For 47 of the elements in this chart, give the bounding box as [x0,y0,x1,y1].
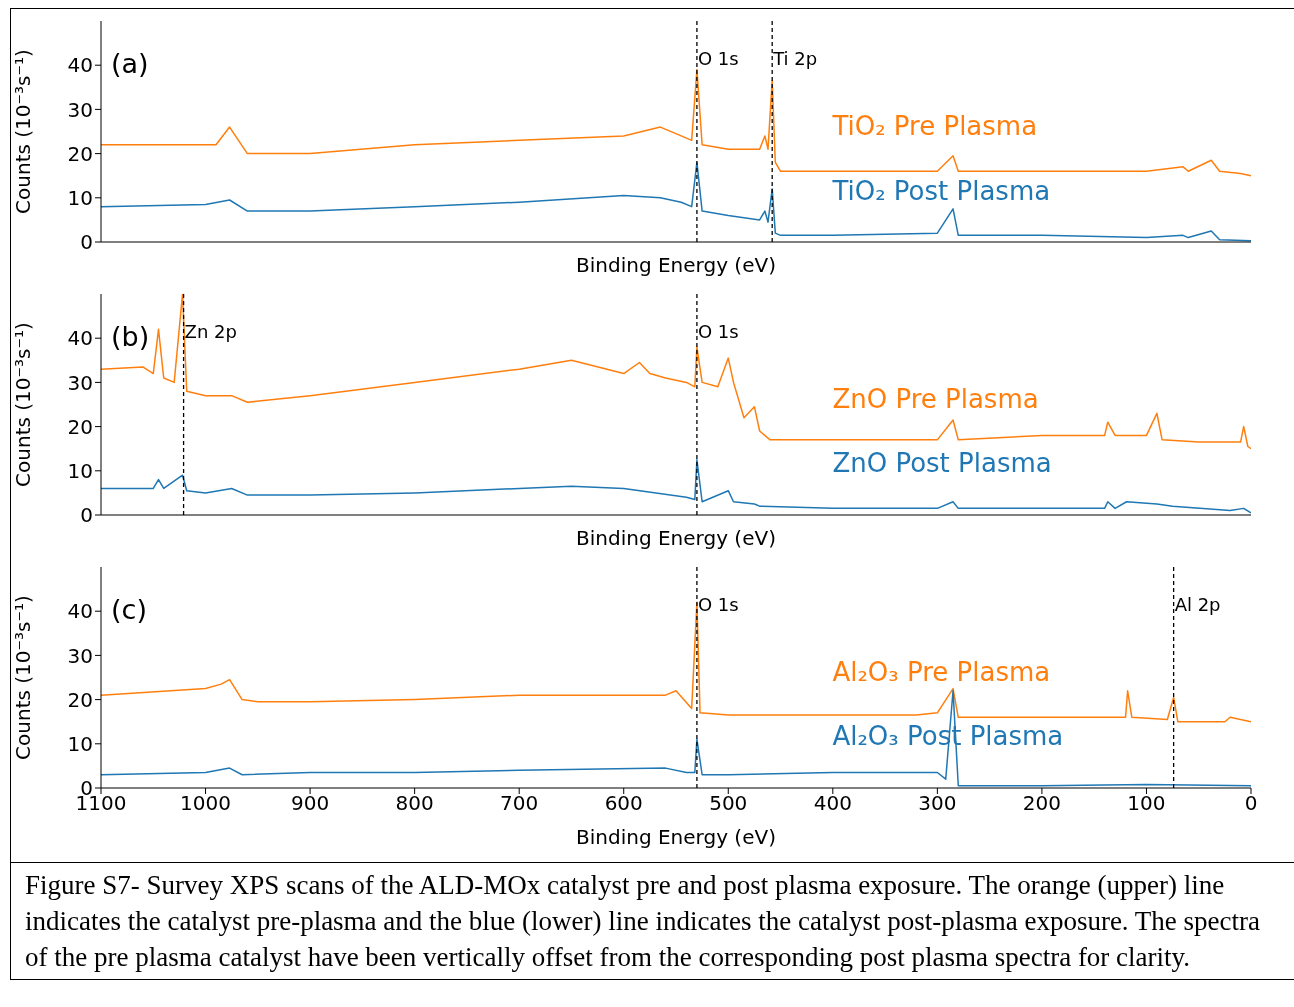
x-tick-label: 600 [604,791,643,816]
series-label: Al₂O₃ Pre Plasma [832,656,1051,690]
x-tick-label: 200 [1022,791,1061,816]
y-tick-label: 10 [67,458,93,483]
y-axis-title: Counts (10⁻³s⁻¹) [11,49,36,214]
y-axis-title: Counts (10⁻³s⁻¹) [11,595,36,760]
x-tick-label: 400 [813,791,852,816]
ref-line-label: Ti 2p [772,48,818,69]
y-tick-label: 40 [67,599,93,624]
ref-line-label: Al 2p [1174,594,1221,615]
x-axis-title: Binding Energy (eV) [575,824,777,850]
y-tick-label: 30 [67,643,93,668]
x-tick-label: 500 [709,791,748,816]
series-label: TiO₂ Post Plasma [832,175,1051,209]
caption: Figure S7- Survey XPS scans of the ALD-MOx catalyst pre and post plasma exposure. The orange (upper) line indicates the catalyst pre-plasma and the blue (lower) line indicates the catalyst post-plasma exposure. The spectra of the pre plasma catalyst have been vertically offset from the corresponding post plasma spectra for clarity. [24,869,1262,974]
x-tick-label: 0 [1244,791,1258,816]
x-tick-label: 1000 [180,791,231,816]
y-tick-label: 20 [67,414,93,439]
y-tick-label: 40 [67,326,93,351]
x-tick-label: 800 [395,791,434,816]
ref-line-label: O 1s [697,48,739,69]
annotation: (c) [111,593,147,628]
y-tick-label: 30 [67,370,93,395]
y-tick-label: 0 [80,230,93,255]
y-tick-label: 20 [67,687,93,712]
annotation: (a) [111,47,149,82]
ref-line-label: O 1s [697,594,739,615]
ref-line-label: O 1s [697,321,739,342]
y-tick-label: 30 [67,97,93,122]
series-label: ZnO Post Plasma [832,447,1052,481]
y-tick-label: 10 [67,185,93,210]
y-tick-label: 0 [80,503,93,528]
x-tick-label: 100 [1127,791,1166,816]
ref-line-label: Zn 2p [184,321,237,342]
y-tick-label: 20 [67,141,93,166]
line-series [101,294,1251,450]
series-label: ZnO Pre Plasma [832,383,1039,417]
y-axis-title: Counts (10⁻³s⁻¹) [11,322,36,487]
y-tick-label: 40 [67,53,93,78]
x-tick-label: 700 [500,791,539,816]
x-tick-label: 900 [291,791,330,816]
y-tick-label: 10 [67,731,93,756]
x-axis-title: Binding Energy (eV) [575,525,777,551]
x-axis-title: Binding Energy (eV) [575,252,777,278]
annotation: (b) [111,320,150,355]
x-tick-label: 300 [918,791,957,816]
series-label: TiO₂ Pre Plasma [832,110,1038,144]
